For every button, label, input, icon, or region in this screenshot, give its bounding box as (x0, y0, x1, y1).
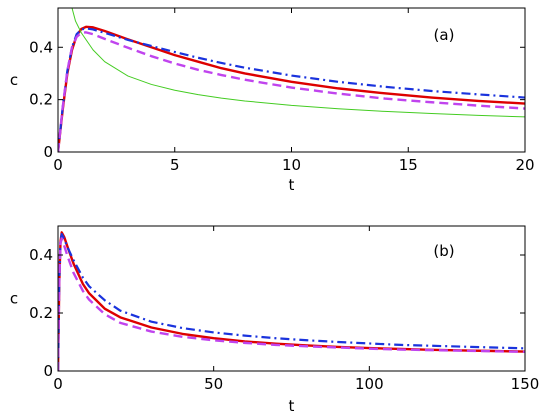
series-line-2 (58, 31, 525, 152)
series-line-1 (58, 233, 525, 371)
y-axis-label: c (10, 71, 18, 89)
x-tick-label: 10 (282, 156, 301, 174)
plot-frame (57, 225, 526, 372)
x-axis-label: t (289, 176, 295, 194)
x-tick-label: 5 (170, 156, 180, 174)
x-tick-label: 0 (53, 375, 63, 393)
y-tick-label: 0.2 (29, 304, 53, 322)
x-axis-label: t (289, 397, 295, 415)
panel-label: (a) (434, 26, 455, 44)
y-axis-label: c (10, 290, 18, 308)
x-tick-label: 20 (515, 156, 534, 174)
series-line-1 (58, 27, 525, 152)
x-tick-label: 0 (53, 156, 63, 174)
x-tick-label: 50 (204, 375, 223, 393)
y-tick-label: 0.2 (29, 91, 53, 109)
series-line-2 (58, 237, 525, 371)
series-group (58, 8, 525, 152)
panel-label: (b) (433, 242, 454, 260)
plot-frame (57, 7, 526, 153)
y-tick-label: 0.4 (29, 246, 53, 264)
series-line-0 (58, 25, 525, 152)
panel-a: 0 5 10 15 20 0 0.2 0.4 t c (a) (10, 7, 535, 194)
panel-b: 0 50 100 150 0 0.2 0.4 t c (b) (10, 225, 540, 415)
y-tick-label: 0 (43, 362, 53, 380)
x-tick-label: 150 (511, 375, 540, 393)
series-group (58, 231, 525, 371)
series-line-3 (71, 8, 525, 118)
x-tick-label: 100 (355, 375, 384, 393)
y-tick-label: 0 (43, 143, 53, 161)
x-tick-label: 15 (399, 156, 418, 174)
y-tick-label: 0.4 (29, 38, 53, 56)
